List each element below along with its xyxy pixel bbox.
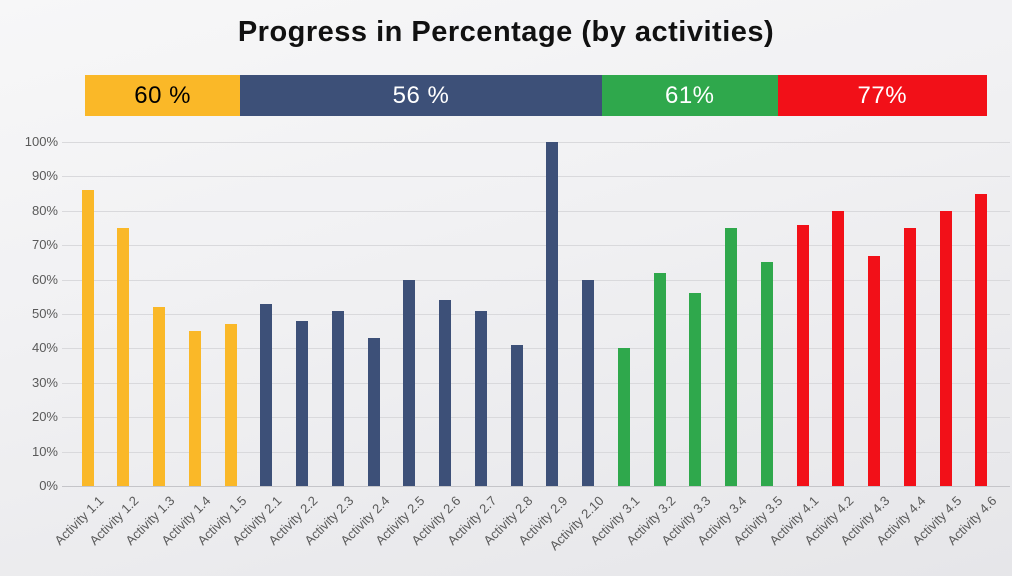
y-axis-tick-label: 0% — [39, 478, 58, 493]
gridline — [62, 280, 1010, 281]
bar — [153, 307, 165, 486]
banner-segment-label: 56 % — [392, 81, 450, 109]
banner-segment-label: 60 % — [134, 81, 191, 109]
banner-segment-label: 61% — [664, 81, 715, 109]
group-average-banner: 60 % 56 % 61% 77% — [85, 75, 987, 116]
y-axis-tick-label: 60% — [31, 272, 58, 287]
bar — [760, 262, 773, 486]
bar — [546, 142, 559, 486]
y-axis-tick-label: 100% — [24, 134, 58, 149]
bar — [832, 210, 845, 486]
bar — [403, 279, 416, 486]
bar — [510, 344, 523, 486]
bar — [439, 300, 451, 486]
gridline — [62, 314, 1010, 315]
bar — [260, 303, 273, 486]
bar — [617, 348, 630, 486]
bar — [903, 228, 916, 486]
banner-segment: 77% — [777, 75, 987, 116]
bar — [653, 272, 666, 486]
bar — [224, 324, 237, 486]
y-axis-tick-label: 30% — [31, 375, 58, 390]
bar — [868, 255, 880, 486]
gridline — [62, 348, 1010, 349]
y-axis-tick-label: 10% — [31, 444, 58, 459]
y-axis-tick-label: 40% — [31, 340, 58, 355]
y-axis-tick-label: 20% — [31, 409, 58, 424]
bar — [81, 190, 94, 486]
bar — [367, 338, 380, 486]
bar — [188, 331, 201, 486]
bar — [296, 320, 308, 486]
y-axis-tick-label: 50% — [31, 306, 58, 321]
y-axis-tick-label: 70% — [31, 237, 58, 252]
bar — [331, 310, 344, 486]
bar — [796, 224, 809, 486]
gridline — [62, 142, 1010, 143]
bar — [582, 279, 594, 486]
gridline — [62, 486, 1010, 487]
bar — [939, 210, 952, 486]
gridline — [62, 176, 1010, 177]
gridline — [62, 245, 1010, 246]
gridline — [62, 452, 1010, 453]
y-axis-tick-label: 80% — [31, 203, 58, 218]
bar — [975, 193, 988, 486]
bar — [117, 228, 130, 486]
bar — [474, 310, 487, 486]
gridline — [62, 211, 1010, 212]
banner-segment: 61% — [601, 75, 778, 116]
y-axis-tick-label: 90% — [31, 168, 58, 183]
gridline — [62, 417, 1010, 418]
banner-segment: 56 % — [240, 75, 602, 116]
gridline — [62, 383, 1010, 384]
banner-segment: 60 % — [85, 75, 241, 116]
bar — [689, 293, 702, 486]
bar — [725, 228, 737, 486]
banner-segment-label: 77% — [857, 81, 908, 109]
chart-title: Progress in Percentage (by activities) — [237, 16, 775, 48]
